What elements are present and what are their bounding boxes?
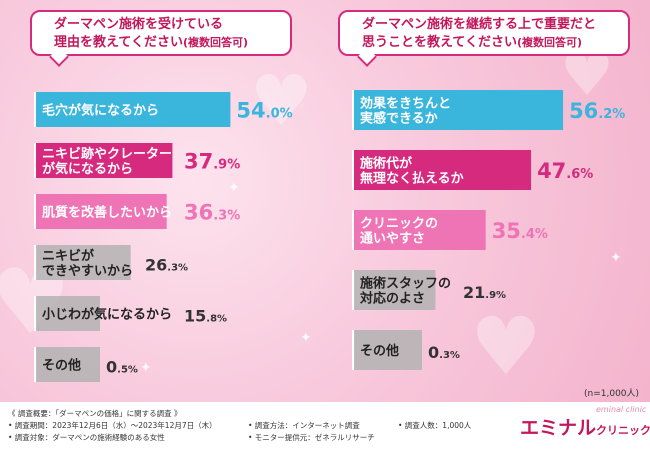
bar-value-label: 37.9% <box>184 150 240 174</box>
bar <box>354 210 486 250</box>
bar-category-label: クリニックの <box>360 217 438 232</box>
sample-size-note: (n=1,000人) <box>584 389 640 399</box>
bar-value-label: 26.3% <box>145 256 188 275</box>
bar-value-label: 0.5% <box>106 358 138 377</box>
bar-value-label: 0.3% <box>428 343 460 362</box>
bar-category-label: 施術代が <box>360 156 412 172</box>
bar-category-label: 施術スタッフの <box>360 276 451 292</box>
bar-value-label: 15.8% <box>184 307 227 326</box>
bar-value-label: 36.3% <box>184 201 240 225</box>
survey-count: • 調査人数：1,000人 <box>398 421 472 430</box>
survey-method: • 調査方法：インターネット調査 <box>248 421 360 430</box>
bar-axis-tick <box>352 90 355 130</box>
bar <box>354 90 564 130</box>
bar-value-label: 56.2% <box>569 99 625 123</box>
bar-value-label: 35.4% <box>492 219 548 243</box>
bar-axis-tick <box>34 296 37 331</box>
bar-category-label: が気になるから <box>42 161 133 177</box>
survey-overview: 《 調査概要：「ダーマペンの価格」に関する調査 》 <box>8 409 182 418</box>
bar-axis-tick <box>34 347 37 382</box>
bar-category-label: 対応のよさ <box>359 291 425 307</box>
bar-value-label: 21.9% <box>463 283 506 302</box>
right-question-line1: ダーマペン施術を継続する上で重要だと <box>362 17 597 32</box>
logo-main-text: エミナル <box>520 417 597 439</box>
logo-script-text: eminal clinic <box>596 405 647 414</box>
right-question-suffix: (複数回答可) <box>516 36 583 49</box>
bar-axis-tick <box>34 143 37 178</box>
bar-axis-tick <box>352 210 355 250</box>
sparkle-icon: ✦ <box>610 250 622 266</box>
bar <box>354 330 422 370</box>
bar-category-label: ニキビが <box>42 248 94 264</box>
left-question-suffix: (複数回答可) <box>182 36 249 49</box>
bar-axis-tick <box>34 245 37 280</box>
survey-footer: 《 調査概要：「ダーマペンの価格」に関する調査 》 • 調査期間：2023年12… <box>0 402 650 450</box>
bar-axis-tick <box>352 330 355 370</box>
bar-axis-tick <box>34 92 37 127</box>
bar <box>36 347 100 382</box>
bar-axis-tick <box>352 270 355 310</box>
bar-category-label: 無理なく払えるか <box>360 171 464 187</box>
bar-value-label: 54.0% <box>236 99 292 123</box>
bar-category-label: 効果をきちんと <box>360 96 451 112</box>
left-question-line2: 理由を教えてください <box>54 35 183 50</box>
heart-decoration-icon: ♥ <box>470 300 542 393</box>
bar <box>36 245 131 280</box>
bar-category-label: その他 <box>360 343 399 359</box>
sparkle-icon: ✦ <box>228 180 240 196</box>
bar <box>36 143 173 178</box>
bar-category-label: ニキビ跡やクレーター <box>42 146 172 162</box>
right-question-bubble: ダーマペン施術を継続する上で重要だと 思うことを教えてください(複数回答可) <box>338 10 630 56</box>
bar-category-label: 肌質を改善したいから <box>42 205 172 221</box>
bar-value-label: 47.6% <box>537 159 593 183</box>
survey-monitor: • モニター提供元：ゼネラルリサーチ <box>248 433 375 442</box>
bar-category-label: 実感できるか <box>360 111 438 127</box>
bar-category-label: できやすいから <box>42 264 133 279</box>
bar <box>354 270 436 310</box>
bar <box>36 296 100 331</box>
heart-decoration-icon: ♥ <box>250 60 313 142</box>
bar <box>354 150 532 190</box>
left-question-line1: ダーマペン施術を受けている <box>54 17 224 32</box>
bar-axis-tick <box>34 194 37 229</box>
bar-axis-tick <box>352 150 355 190</box>
sparkle-icon: ✦ <box>300 330 312 346</box>
bar-category-label: 通いやすさ <box>360 231 425 247</box>
bar-category-label: 小じわが気になるから <box>42 307 172 323</box>
bar <box>36 194 167 229</box>
survey-target: • 調査対象：ダーマペンの施術経験のある女性 <box>8 433 165 442</box>
sparkle-icon: ✦ <box>140 360 152 376</box>
bar-category-label: 毛穴が気になるから <box>42 103 159 119</box>
left-question-bubble: ダーマペン施術を受けている 理由を教えてください(複数回答可) <box>30 10 292 56</box>
bar <box>36 92 231 127</box>
clinic-logo: エミナルクリニック <box>520 413 650 440</box>
logo-sub-text: クリニック <box>596 424 650 437</box>
bar-category-label: その他 <box>42 358 81 374</box>
survey-period: • 調査期間：2023年12月6日（水）～2023年12月7日（木） <box>8 421 217 430</box>
right-question-line2: 思うことを教えてください <box>362 35 517 50</box>
